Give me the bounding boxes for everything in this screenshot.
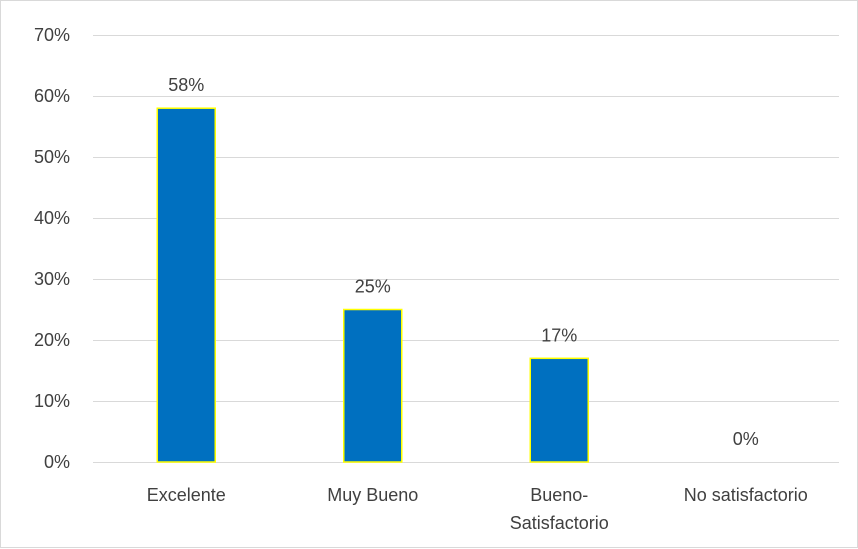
x-category-label-line: Satisfactorio bbox=[510, 513, 609, 533]
data-label: 0% bbox=[733, 429, 759, 449]
x-category-label-line: No satisfactorio bbox=[684, 485, 808, 505]
x-category-label: Excelente bbox=[147, 485, 226, 505]
y-tick-label: 30% bbox=[34, 269, 70, 289]
x-category-label: No satisfactorio bbox=[684, 485, 808, 505]
data-label: 17% bbox=[541, 325, 577, 345]
x-category-label: Bueno- Satisfactorio bbox=[510, 485, 609, 533]
gridlines bbox=[93, 35, 839, 463]
data-label: 25% bbox=[355, 277, 391, 297]
data-labels: 58% 25% 17% 0% bbox=[168, 75, 759, 449]
y-tick-label: 0% bbox=[44, 452, 70, 472]
data-label: 58% bbox=[168, 75, 204, 95]
x-category-label-line: Bueno- bbox=[530, 485, 588, 505]
category-labels: Excelente Muy Bueno Bueno- Satisfactorio No … bbox=[147, 485, 808, 533]
x-category-label-line: Muy Bueno bbox=[327, 485, 418, 505]
bars bbox=[156, 107, 589, 463]
x-category-label: Muy Bueno bbox=[327, 485, 418, 505]
y-tick-label: 20% bbox=[34, 330, 70, 350]
y-tick-label: 60% bbox=[34, 86, 70, 106]
y-tick-label: 70% bbox=[34, 25, 70, 45]
x-category-label-line: Excelente bbox=[147, 485, 226, 505]
bar-muy-bueno bbox=[343, 308, 403, 463]
y-tick-label: 10% bbox=[34, 391, 70, 411]
y-tick-label: 40% bbox=[34, 208, 70, 228]
bar-bueno-satisfactorio bbox=[529, 357, 589, 463]
y-tick-label: 50% bbox=[34, 147, 70, 167]
y-axis-tick-labels: 0% 10% 20% 30% 40% 50% 60% 70% bbox=[34, 25, 70, 472]
bar-excelente bbox=[156, 107, 216, 463]
